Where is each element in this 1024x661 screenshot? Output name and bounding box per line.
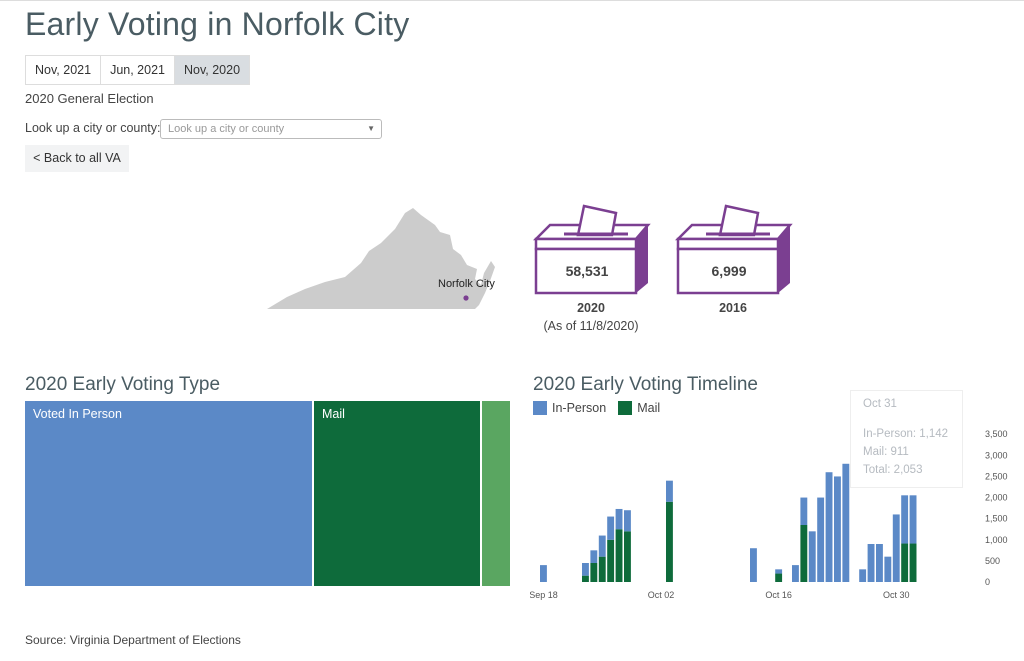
tooltip-in-person: In-Person: 1,142 xyxy=(863,428,949,440)
bar-in-person[interactable] xyxy=(842,463,850,582)
bar-mail[interactable] xyxy=(666,501,673,582)
bar-in-person[interactable] xyxy=(615,508,623,530)
mail-swatch xyxy=(618,401,633,415)
ballot-year-2020: 2020 xyxy=(577,301,605,315)
treemap-cell-1[interactable]: Mail xyxy=(314,401,480,586)
bar-in-person[interactable] xyxy=(867,544,875,582)
election-subtitle: 2020 General Election xyxy=(25,91,154,106)
legend-mail: Mail xyxy=(637,401,661,415)
norfolk-marker[interactable] xyxy=(463,295,469,301)
x-tick-label: Oct 16 xyxy=(765,590,792,600)
bar-mail[interactable] xyxy=(615,529,623,582)
y-tick-label: 1,500 xyxy=(985,514,1008,524)
bar-in-person[interactable] xyxy=(884,556,892,582)
bar-mail[interactable] xyxy=(901,543,909,582)
tab-nov-2020[interactable]: Nov, 2020 xyxy=(174,56,250,84)
bar-in-person[interactable] xyxy=(607,516,615,540)
bar-in-person[interactable] xyxy=(582,563,589,576)
bar-in-person[interactable] xyxy=(598,535,606,557)
bar-in-person[interactable] xyxy=(876,544,883,582)
map-locality-label: Norfolk City xyxy=(438,278,495,290)
timeline-chart[interactable]: 0 500 1,000 1,500 2,000 2,500 3,000 3,500 Sep 18… xyxy=(530,418,1010,603)
bar-in-person[interactable] xyxy=(892,514,900,582)
ballot-box-2020-icon xyxy=(532,204,651,295)
election-tabs: Nov, 2021 Jun, 2021 Nov, 2020 xyxy=(25,55,251,85)
tab-nov-2021[interactable]: Nov, 2021 xyxy=(26,56,102,84)
bar-in-person[interactable] xyxy=(834,476,841,582)
treemap-cell-0[interactable]: Voted In Person xyxy=(25,401,312,586)
tooltip-date: Oct 31 xyxy=(863,398,897,410)
y-tick-label: 3,500 xyxy=(985,429,1008,439)
ballot-note-2020: (As of 11/8/2020) xyxy=(543,319,639,333)
x-tick-label: Oct 30 xyxy=(883,590,910,600)
tooltip-total: Total: 2,053 xyxy=(863,464,923,476)
y-tick-label: 2,000 xyxy=(985,493,1008,503)
tooltip-mail: Mail: 911 xyxy=(863,446,909,458)
bar-mail[interactable] xyxy=(775,573,783,582)
y-tick-label: 1,000 xyxy=(985,535,1008,545)
virginia-map xyxy=(267,208,495,309)
ballot-box-2016-icon xyxy=(674,204,793,295)
treemap-cell-label: Voted In Person xyxy=(33,407,122,421)
y-tick-label: 500 xyxy=(985,556,1000,566)
bar-mail[interactable] xyxy=(590,563,598,582)
bar-mail[interactable] xyxy=(909,543,917,582)
bar-in-person[interactable] xyxy=(792,565,799,582)
top-divider xyxy=(0,0,1024,1)
bar-mail[interactable] xyxy=(582,575,589,582)
page-title: Early Voting in Norfolk City xyxy=(25,6,410,42)
bar-in-person[interactable] xyxy=(859,569,867,582)
y-tick-label: 0 xyxy=(985,577,990,587)
back-to-all-va-button[interactable]: < Back to all VA xyxy=(25,145,129,172)
chevron-down-icon: ▼ xyxy=(367,124,375,133)
bar-in-person[interactable] xyxy=(808,531,816,582)
bar-in-person[interactable] xyxy=(540,565,547,582)
lookup-label: Look up a city or county: xyxy=(25,121,161,135)
bar-mail[interactable] xyxy=(800,525,808,582)
x-tick-label: Oct 02 xyxy=(648,590,675,600)
bar-mail[interactable] xyxy=(607,539,615,582)
bar-mail[interactable] xyxy=(598,556,606,582)
bar-in-person[interactable] xyxy=(775,569,783,574)
timeline-tooltip: Oct 31 In-Person: 1,142 Mail: 911 Total:… xyxy=(850,390,963,488)
treemap-cell-2[interactable] xyxy=(482,401,510,586)
tab-jun-2021[interactable]: Jun, 2021 xyxy=(101,56,175,84)
type-chart-title: 2020 Early Voting Type xyxy=(25,374,221,395)
bar-in-person[interactable] xyxy=(817,497,825,582)
bar-in-person[interactable] xyxy=(750,548,757,582)
locality-select-placeholder: Look up a city or county xyxy=(168,123,285,135)
treemap-cell-label: Mail xyxy=(322,407,345,421)
source-note: Source: Virginia Department of Elections xyxy=(25,633,241,647)
bar-in-person[interactable] xyxy=(590,550,598,563)
bar-mail[interactable] xyxy=(624,531,631,582)
bar-in-person[interactable] xyxy=(666,480,673,502)
bar-in-person[interactable] xyxy=(909,495,917,544)
in-person-swatch xyxy=(533,401,547,415)
ballot-count-2016: 6,999 xyxy=(711,263,747,279)
bar-in-person[interactable] xyxy=(800,497,808,525)
bar-in-person[interactable] xyxy=(901,495,909,544)
y-tick-label: 2,500 xyxy=(985,471,1008,481)
timeline-legend: In-Person Mail xyxy=(533,401,660,415)
bar-in-person[interactable] xyxy=(825,472,833,582)
bar-in-person[interactable] xyxy=(624,510,631,532)
legend-in-person: In-Person xyxy=(552,401,607,415)
voting-type-treemap: Voted In Person Mail xyxy=(25,401,510,586)
y-tick-label: 3,000 xyxy=(985,450,1008,460)
ballot-year-2016: 2016 xyxy=(719,301,747,315)
ballot-count-2020: 58,531 xyxy=(565,263,609,279)
x-tick-label: Sep 18 xyxy=(530,590,558,600)
locality-select[interactable]: Look up a city or county ▼ xyxy=(160,119,382,139)
timeline-chart-title: 2020 Early Voting Timeline xyxy=(533,374,758,395)
virginia-shape xyxy=(267,208,495,309)
